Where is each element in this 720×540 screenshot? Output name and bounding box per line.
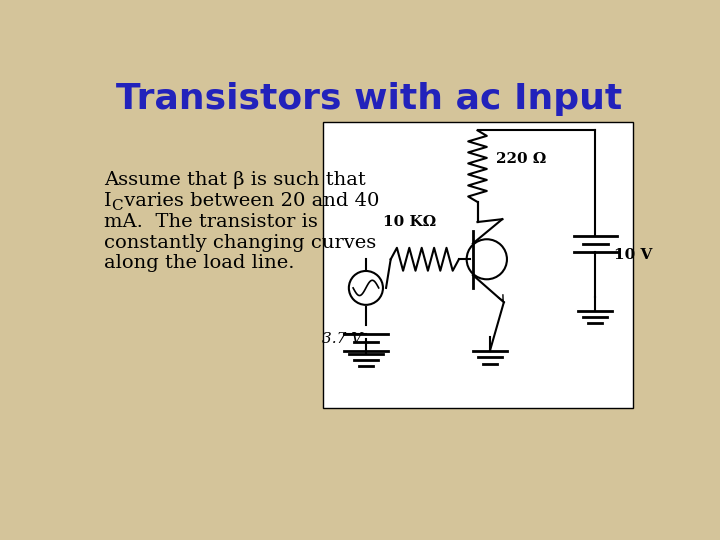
Text: I: I: [104, 192, 112, 210]
Text: 10 KΩ: 10 KΩ: [383, 215, 436, 229]
Text: constantly changing curves: constantly changing curves: [104, 234, 376, 252]
Text: mA.  The transistor is: mA. The transistor is: [104, 213, 318, 231]
Text: C: C: [111, 199, 122, 213]
Text: 10 V: 10 V: [614, 248, 652, 262]
Text: Transistors with ac Input: Transistors with ac Input: [116, 83, 622, 117]
Text: 220 Ω: 220 Ω: [496, 152, 546, 166]
Text: Assume that β is such that: Assume that β is such that: [104, 171, 366, 190]
Text: 3.7 V: 3.7 V: [323, 333, 363, 347]
Bar: [323, 122, 632, 408]
Text: along the load line.: along the load line.: [104, 254, 294, 273]
Text: varies between 20 and 40: varies between 20 and 40: [118, 192, 379, 210]
